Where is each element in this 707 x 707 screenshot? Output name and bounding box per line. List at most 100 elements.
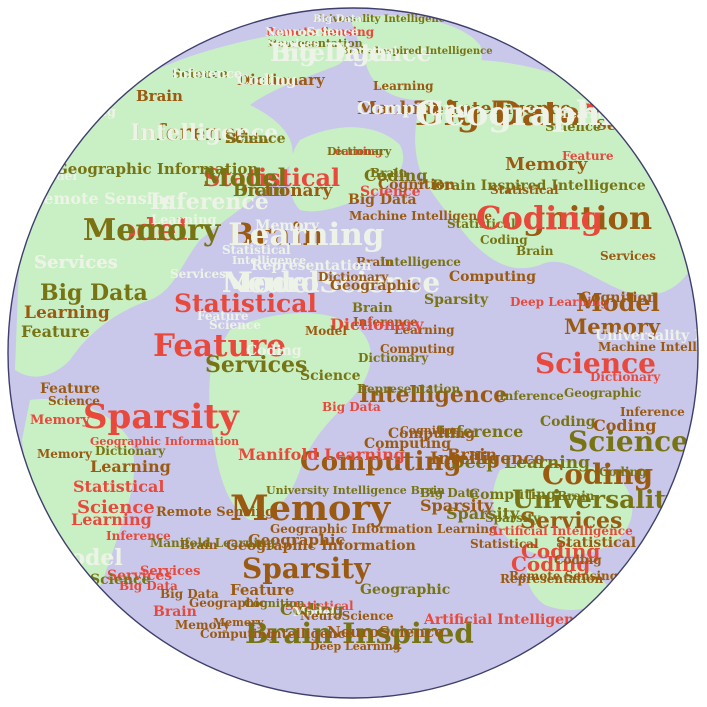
word-coding: Coding [521,539,600,563]
word-brain: Brain [153,604,197,620]
word-machine-intelligence: Machine Intelligence [357,98,572,119]
word-dictionary: Dictionary [330,315,424,334]
word-remote-sensing: Remote Sensing [265,25,375,39]
word-intelligence: Intelligence [266,627,354,642]
word-geographic: Geographic [360,582,450,598]
word-feature: Feature [40,381,100,397]
word-remote-sensing: Remote Sensing [30,189,176,208]
word-statistical: Statistical [556,535,636,551]
word-science: Science [225,131,286,147]
word-dictionary: Dictionary [95,444,166,458]
word-model: Model [305,324,347,338]
word-computing: Computing [469,487,556,503]
word-geographic-information: Geographic Information [588,99,707,117]
word-sparsity: Sparsity [424,292,489,308]
word-dictionary: Dictionary [233,181,334,201]
word-memory: Memory [230,488,392,529]
word-university-intelligence-brain: University Intelligence Brain [266,484,445,497]
word-science: Science [77,497,155,518]
word-dictionary: Dictionary [327,145,392,158]
word-cognition: Cognition [244,597,305,610]
word-statistical: Statistical [174,289,317,318]
word-brain: Brain [180,538,218,552]
land-europe [288,127,404,212]
word-coding: Coding [511,552,590,576]
word-learning: Learning [228,217,384,253]
word-geographic-information-learning: Geographic Information Learning [270,522,498,536]
land-islands [526,559,610,610]
word-science: Science [48,394,100,408]
word-science: Science [545,120,601,135]
word-layer: Universality Intelligence Remote Sensing R… [21,14,707,653]
word-computing: Computing [357,98,469,119]
word-sparsity: Sparsity [446,504,520,523]
word-brain: Brain [516,244,554,258]
word-learning: Learning [394,323,455,337]
word-neuroscience: NeuroScience [222,266,440,299]
word-coding: Coding [542,458,653,491]
word-remote-sensing: Remote Sensing [509,569,619,583]
word-services: Services [600,249,656,263]
word-cognition: Cognition [400,424,461,437]
word-brain: Brain [233,181,286,201]
word-feature: Feature [153,328,286,364]
word-brain-inspired: Brain Inspired [245,617,474,650]
word-memory: Memory [30,413,90,428]
word-neuroscience: NeuroScience [327,623,444,641]
word-science: Science [209,318,261,332]
word-deep-learning: Deep Learning [450,453,590,473]
word-big-data: Big Data [322,400,381,414]
word-universality-intelligence: Universality Intelligence [595,328,707,344]
word-coding: Coding [480,233,528,247]
word-brain-inspired-intelligence: Brain Inspired Intelligence [340,46,493,57]
word-model: Model [293,605,335,619]
word-artificial-intelligence: Artificial Intelligence [488,524,633,538]
word-science: Science [568,425,689,458]
word-inference: Inference [499,389,564,403]
word-coding: Coding [476,199,603,237]
word-inference: Inference [353,315,418,329]
word-memory: Memory [175,618,231,632]
word-model: Model [46,545,123,571]
word-brain: Brain [225,131,269,147]
word-manifold-learning: Manifold Learning [150,536,276,550]
word-brain: Brain [356,255,394,269]
word-coding: Coding [280,600,344,619]
word-brain-inspired-intelligence: Brain Inspired Intelligence [432,178,646,194]
word-inference: Inference [620,405,685,419]
word-dictionary: Dictionary [590,370,661,384]
word-machine-intelligence: Machine Intelligence [598,340,707,354]
word-big-data: Big Data [270,38,388,67]
word-statistical: Statistical [73,477,164,496]
word-services: Services [170,267,226,281]
word-intelligence: Intelligence [270,38,432,67]
word-artificial-intelligence: Artificial Intelligence [423,612,592,628]
land-africa [209,313,371,520]
word-coding: Coding [554,553,602,567]
word-coding: Coding [364,166,428,185]
word-science: Science [535,347,656,380]
land-australia [492,461,633,557]
word-model: Model [576,288,660,317]
word-machine-intelligence: Machine Intelligence [349,209,492,223]
word-dictionary: Dictionary [237,71,326,89]
word-big-data: Big Data [40,280,148,306]
word-big-data: Big Data [160,587,219,601]
word-coding: Coding [599,465,647,479]
word-cognition: Cognition [476,199,652,237]
word-sparsity: Sparsity [420,496,494,515]
word-big-data: Big Data [420,486,479,500]
word-computing: Computing [388,426,475,442]
word-learning: Learning [373,79,434,93]
word-statistical: Statistical [490,183,559,197]
word-intelligence: Intelligence [380,255,461,269]
word-dictionary: Dictionary [318,270,389,284]
word-neuroscience: NeuroScience [265,25,359,39]
word-computing: Computing [380,342,455,356]
word-science: Science [172,67,228,82]
word-inference: Inference [106,529,171,543]
word-inference: Inference [437,422,523,441]
word-brain: Brain [352,301,393,316]
word-services: Services [520,508,622,534]
